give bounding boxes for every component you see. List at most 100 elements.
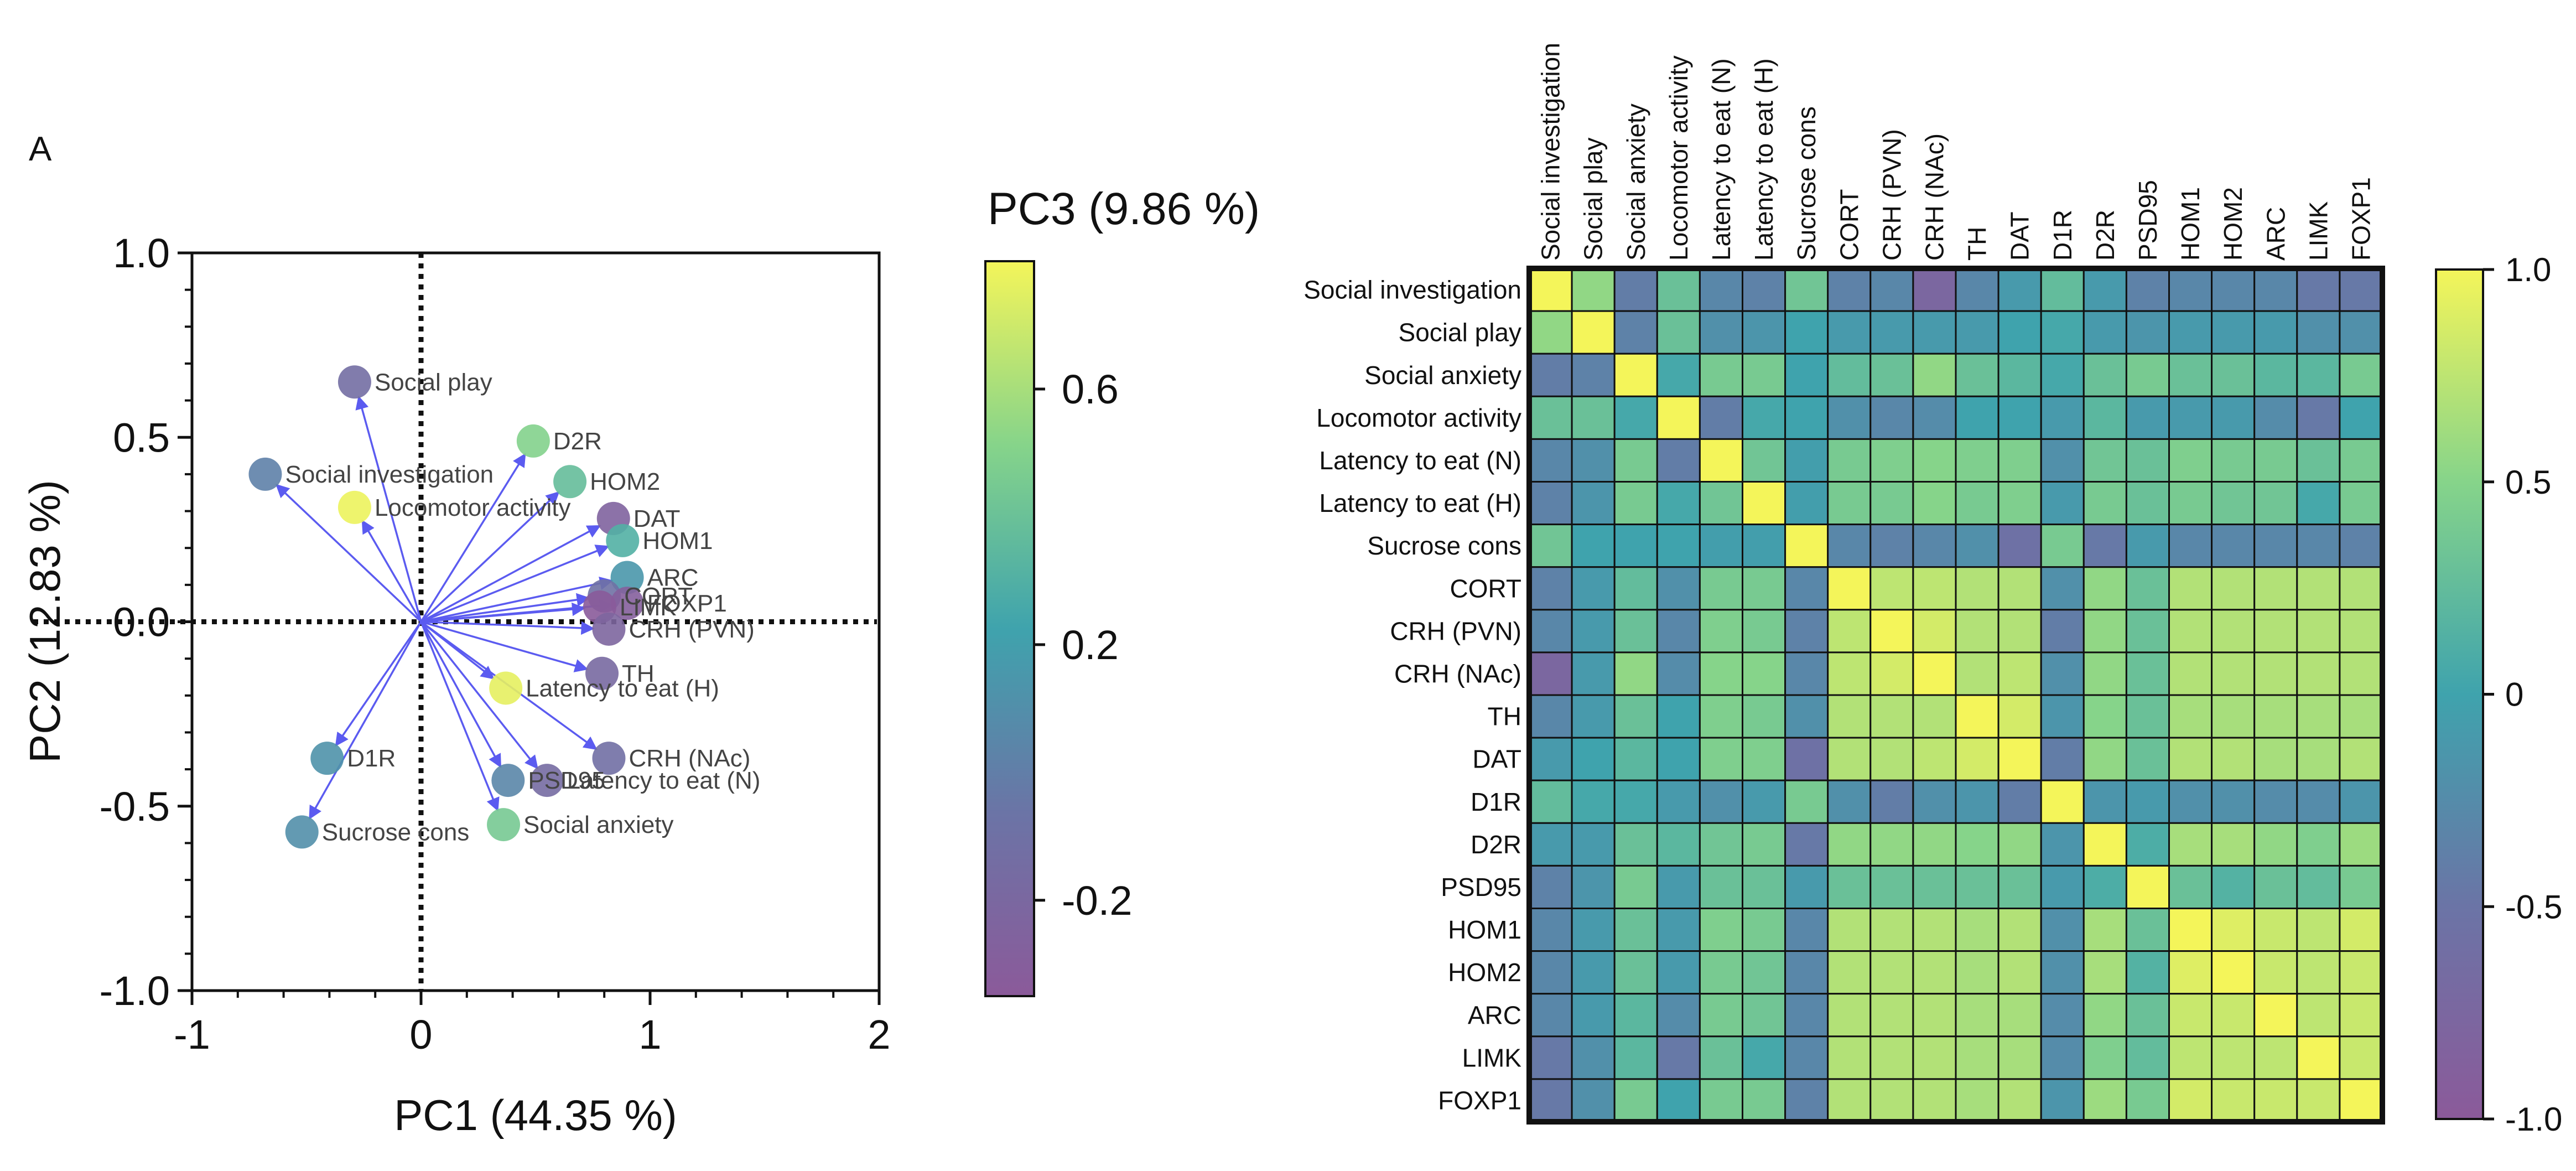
heatmap-cell — [2125, 908, 2170, 952]
heatmap-cell — [2339, 737, 2383, 781]
heatmap-column-label: Latency to eat (N) — [1707, 58, 1736, 261]
heatmap-cell — [2211, 779, 2256, 824]
heatmap-column-label: Social investigation — [1536, 43, 1565, 261]
heatmap-cell — [2168, 993, 2213, 1038]
heatmap-cell — [1955, 1078, 1999, 1123]
heatmap-cell — [2253, 651, 2298, 696]
heatmap-cell — [2125, 651, 2170, 696]
pc3-colorbar-tick-label: -0.2 — [1062, 878, 1133, 924]
heatmap-cell — [1742, 438, 1786, 483]
heatmap-cell — [1997, 737, 2042, 781]
heatmap-cell — [2168, 1078, 2213, 1123]
heatmap-cell — [1699, 267, 1743, 312]
biplot-point — [553, 465, 587, 499]
pca-biplot: -1 0 1 21.00.50.0-0.5-1.0 Social playSocial… — [20, 230, 891, 1139]
heatmap-cell — [1827, 1078, 1872, 1123]
heatmap-cell — [2040, 1078, 2085, 1123]
heatmap-colorbar-gradient — [2435, 268, 2484, 1120]
heatmap-cell — [1912, 524, 1957, 568]
biplot-point-label: PSD95 — [528, 767, 605, 794]
loading-arrow — [335, 621, 422, 747]
biplot-point — [248, 457, 282, 491]
heatmap-cell — [2125, 395, 2170, 440]
heatmap-cell — [1784, 524, 1829, 568]
heatmap-cell — [2339, 908, 2383, 952]
heatmap-cell — [1784, 609, 1829, 654]
heatmap-row-label: ARC — [1468, 1001, 1521, 1029]
loading-arrow — [420, 577, 614, 623]
heatmap-cell — [2211, 908, 2256, 952]
heatmap-cell — [1699, 353, 1743, 397]
heatmap-cell — [1528, 864, 1573, 910]
heatmap-cell — [1997, 566, 2042, 611]
heatmap-cell — [2040, 566, 2085, 611]
heatmap-row-label: Social investigation — [1303, 276, 1521, 304]
heatmap-cell — [2296, 993, 2341, 1038]
heatmap-cell — [1528, 993, 1573, 1038]
heatmap-cell — [1699, 822, 1743, 867]
heatmap-row-label: Sucrose cons — [1367, 531, 1521, 560]
heatmap-cell — [1997, 864, 2042, 910]
heatmap-cell — [2339, 395, 2383, 440]
heatmap-cell — [1742, 353, 1786, 397]
heatmap-cell — [1528, 822, 1573, 867]
heatmap-cell — [1613, 438, 1658, 483]
biplot-point-label: TH — [622, 660, 655, 687]
heatmap-cell — [1613, 651, 1658, 696]
heatmap-cell — [1571, 651, 1616, 696]
loading-arrow — [420, 593, 590, 623]
heatmap-cell — [1528, 651, 1573, 696]
heatmap-cell — [2125, 694, 2170, 739]
biplot-point-label: ARC — [647, 564, 699, 592]
heatmap-cell — [2211, 651, 2256, 696]
heatmap-cell — [1997, 481, 2042, 526]
heatmap-cell — [1528, 353, 1573, 397]
heatmap-cell — [1997, 950, 2042, 995]
biplot-point-label: HOM1 — [642, 527, 713, 555]
heatmap-cell — [2339, 566, 2383, 611]
heatmap-cell — [2168, 908, 2213, 952]
heatmap-cell — [1955, 566, 1999, 611]
heatmap-cell — [2296, 609, 2341, 654]
heatmap-cell — [2082, 566, 2127, 611]
heatmap-cell — [1997, 1035, 2042, 1080]
biplot-point — [516, 424, 550, 458]
heatmap-cell — [1699, 908, 1743, 952]
loading-arrow — [276, 484, 422, 623]
heatmap-cell — [1955, 353, 1999, 397]
heatmap-cell — [1955, 779, 1999, 824]
biplot-point-label: Sucrose cons — [322, 818, 470, 846]
heatmap-cell — [2082, 395, 2127, 440]
heatmap-cell — [2296, 908, 2341, 952]
heatmap-cell — [1613, 950, 1658, 995]
heatmap-cell — [1997, 694, 2042, 739]
heatmap-cell — [2296, 950, 2341, 995]
heatmap-cell — [2211, 481, 2256, 526]
heatmap-cell — [2168, 566, 2213, 611]
heatmap-cell — [1827, 864, 1872, 910]
heatmap-cell — [1528, 1078, 1573, 1123]
heatmap-cell — [1742, 651, 1786, 696]
heatmap-cell — [1912, 438, 1957, 483]
heatmap-cell — [1699, 993, 1743, 1038]
heatmap-cell — [1912, 908, 1957, 952]
heatmap-cell — [1784, 481, 1829, 526]
heatmap-cell — [2082, 481, 2127, 526]
heatmap-cell — [1742, 524, 1786, 568]
loading-arrow — [355, 395, 422, 622]
heatmap-cell — [2211, 737, 2256, 781]
heatmap-cell — [1699, 524, 1743, 568]
heatmap-row-label: PSD95 — [1441, 873, 1521, 901]
loading-arrows — [276, 395, 614, 820]
heatmap-column-label: Social play — [1579, 138, 1608, 261]
heatmap-cell — [2339, 267, 2383, 312]
heatmap-cell — [2082, 651, 2127, 696]
pc3-colorbar-tick-label: 0.6 — [1062, 366, 1119, 412]
heatmap-cell — [1699, 609, 1743, 654]
heatmap-cell — [2296, 267, 2341, 312]
heatmap-cell — [1528, 395, 1573, 440]
heatmap-cell — [1997, 779, 2042, 824]
heatmap-cell — [2168, 950, 2213, 995]
heatmap-cell — [2125, 1078, 2170, 1123]
heatmap-cell — [1784, 310, 1829, 355]
